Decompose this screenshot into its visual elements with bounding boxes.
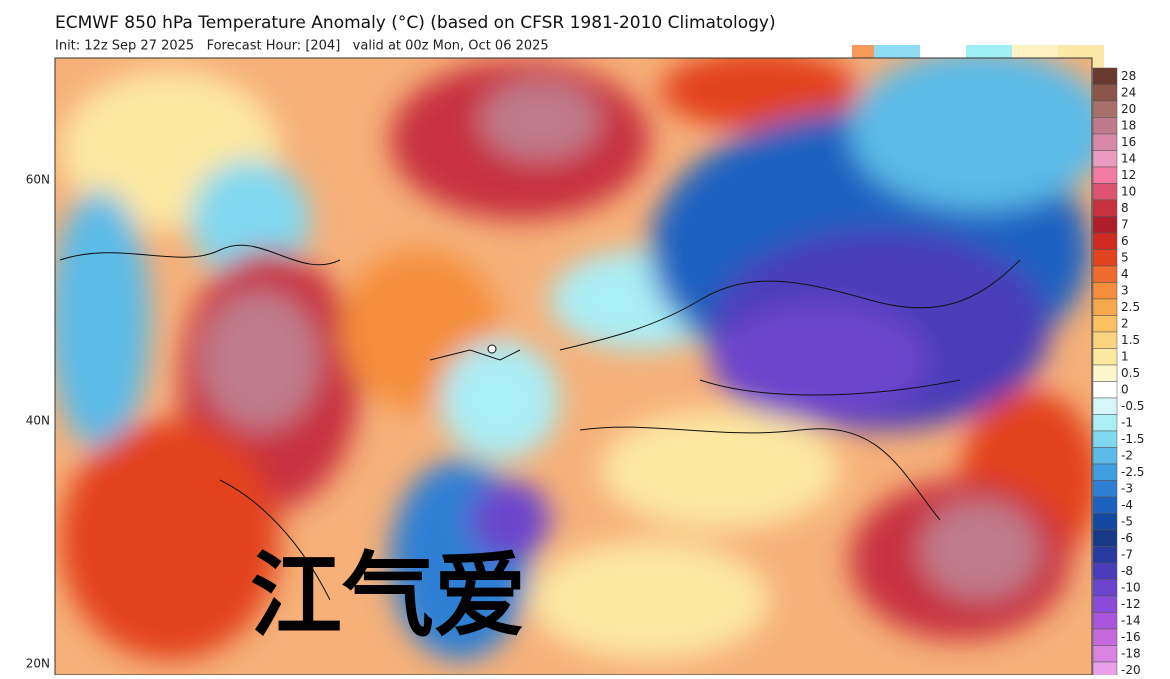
colorbar-bin	[1092, 199, 1118, 217]
lat-labels: 60N 40N 20N	[26, 173, 50, 671]
colorbar-label: -7	[1121, 547, 1133, 561]
colorbar-bin	[1092, 100, 1118, 118]
colorbar-label: -20	[1121, 663, 1141, 675]
colorbar-bin	[1092, 166, 1118, 184]
colorbar-label: 28	[1121, 69, 1136, 83]
colorbar-label: 8	[1121, 201, 1129, 215]
colorbar-bin	[1092, 397, 1118, 415]
colorbar-label: -2.5	[1121, 465, 1144, 479]
colorbar-bin	[1092, 381, 1118, 399]
colorbar-bin	[1092, 496, 1118, 514]
colorbar-label: -6	[1121, 531, 1133, 545]
colorbar-label: 10	[1121, 184, 1136, 198]
colorbar-label: -1.5	[1121, 432, 1144, 446]
colorbar-bin	[1092, 183, 1118, 201]
coastlines	[59, 244, 1021, 601]
colorbar-bin	[1092, 117, 1118, 135]
colorbar-label: -18	[1121, 646, 1141, 660]
colorbar-bin	[1092, 463, 1118, 481]
colorbar-bin	[1092, 331, 1118, 349]
colorbar-label: -0.5	[1121, 399, 1144, 413]
colorbar-label: 24	[1121, 85, 1136, 99]
lat-label: 60N	[26, 173, 50, 187]
colorbar-label: 18	[1121, 118, 1136, 132]
colorbar-bin	[1092, 249, 1118, 267]
colorbar-label: 3	[1121, 283, 1129, 297]
colorbar-bin	[1092, 414, 1118, 432]
colorbar-label: 0	[1121, 382, 1129, 396]
colorbar-label: -16	[1121, 630, 1141, 644]
colorbar: 28 24 20 18 16 14 12 10 8 7 6 5 4 3 2.5 2 1.5 1 0.5 0 -0.5 -1…	[1092, 67, 1144, 679]
colorbar-bin	[1092, 133, 1118, 151]
colorbar-label: -3	[1121, 481, 1133, 495]
colorbar-bin	[1092, 447, 1118, 465]
colorbar-bin	[1092, 645, 1118, 663]
colorbar-label: 12	[1121, 168, 1136, 182]
colorbar-label: -8	[1121, 564, 1133, 578]
title: ECMWF 850 hPa Temperature Anomaly (°C) (…	[55, 13, 776, 33]
colorbar-bin	[1092, 579, 1118, 597]
colorbar-label: -14	[1121, 613, 1141, 627]
colorbar-label: 1.5	[1121, 333, 1140, 347]
colorbar-bin	[1092, 595, 1118, 613]
map	[55, 58, 1092, 675]
subtitle: Init: 12z Sep 27 2025 Forecast Hour: [20…	[55, 39, 549, 54]
colorbar-bin	[1092, 67, 1118, 85]
colorbar-bin	[1092, 529, 1118, 547]
colorbar-label: -1	[1121, 415, 1133, 429]
colorbar-bin	[1092, 364, 1118, 382]
colorbar-label: -12	[1121, 597, 1141, 611]
colorbar-label: 6	[1121, 234, 1129, 248]
colorbar-bin	[1092, 480, 1118, 498]
colorbar-bin	[1092, 84, 1118, 102]
colorbar-bin	[1092, 430, 1118, 448]
colorbar-label: 2	[1121, 316, 1129, 330]
colorbar-bin	[1092, 612, 1118, 630]
colorbar-label: 14	[1121, 151, 1136, 165]
colorbar-label: -5	[1121, 514, 1133, 528]
colorbar-bin	[1092, 298, 1118, 316]
lat-label: 40N	[26, 414, 50, 428]
watermark: 江气爱	[250, 542, 526, 649]
colorbar-bin	[1092, 348, 1118, 366]
colorbar-bin	[1092, 546, 1118, 564]
colorbar-label: 4	[1121, 267, 1129, 281]
lat-label: 20N	[26, 657, 50, 671]
colorbar-label: 5	[1121, 250, 1129, 264]
colorbar-bin	[1092, 216, 1118, 234]
colorbar-bin	[1092, 562, 1118, 580]
colorbar-label: 16	[1121, 135, 1136, 149]
colorbar-bin	[1092, 232, 1118, 250]
colorbar-bin	[1092, 265, 1118, 283]
colorbar-bin	[1092, 628, 1118, 646]
colorbar-bin	[1092, 282, 1118, 300]
colorbar-bin	[1092, 661, 1118, 679]
colorbar-label: -4	[1121, 498, 1133, 512]
colorbar-label: -10	[1121, 580, 1141, 594]
colorbar-bin	[1092, 315, 1118, 333]
colorbar-label: 0.5	[1121, 366, 1140, 380]
colorbar-label: 1	[1121, 349, 1129, 363]
colorbar-label: -2	[1121, 448, 1133, 462]
colorbar-label: 20	[1121, 102, 1136, 116]
colorbar-label: 7	[1121, 217, 1129, 231]
colorbar-bin	[1092, 513, 1118, 531]
colorbar-label: 2.5	[1121, 300, 1140, 314]
colorbar-bin	[1092, 150, 1118, 168]
